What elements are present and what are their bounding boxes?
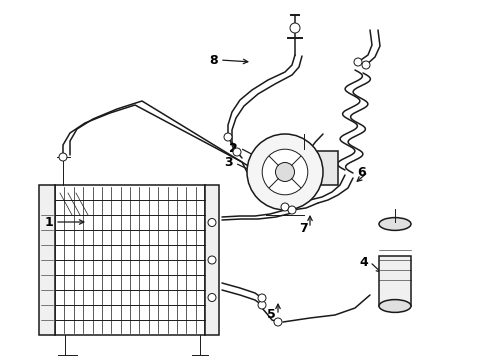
Circle shape: [262, 149, 308, 195]
Bar: [379, 256, 411, 306]
Circle shape: [208, 256, 216, 264]
Ellipse shape: [379, 300, 411, 312]
Circle shape: [281, 203, 289, 211]
Circle shape: [354, 58, 362, 66]
Text: 3: 3: [224, 157, 233, 170]
Circle shape: [290, 23, 300, 33]
Circle shape: [258, 301, 266, 309]
Bar: [39, 185, 55, 335]
Text: 2: 2: [229, 141, 238, 154]
Text: 7: 7: [299, 221, 308, 234]
Circle shape: [233, 148, 241, 156]
Circle shape: [274, 318, 282, 326]
Bar: [205, 185, 219, 335]
Circle shape: [362, 61, 370, 69]
Bar: [55, 185, 205, 335]
Ellipse shape: [379, 217, 411, 230]
Text: 4: 4: [359, 256, 368, 269]
Circle shape: [288, 206, 296, 214]
Text: 1: 1: [44, 216, 53, 229]
Text: 6: 6: [357, 166, 366, 179]
Bar: [296, 151, 338, 185]
Circle shape: [275, 162, 294, 181]
Circle shape: [208, 219, 216, 226]
Text: 5: 5: [267, 309, 276, 321]
Circle shape: [247, 134, 323, 210]
Circle shape: [59, 153, 67, 161]
Circle shape: [224, 133, 232, 141]
Circle shape: [208, 293, 216, 302]
Text: 8: 8: [209, 54, 218, 67]
Circle shape: [258, 294, 266, 302]
